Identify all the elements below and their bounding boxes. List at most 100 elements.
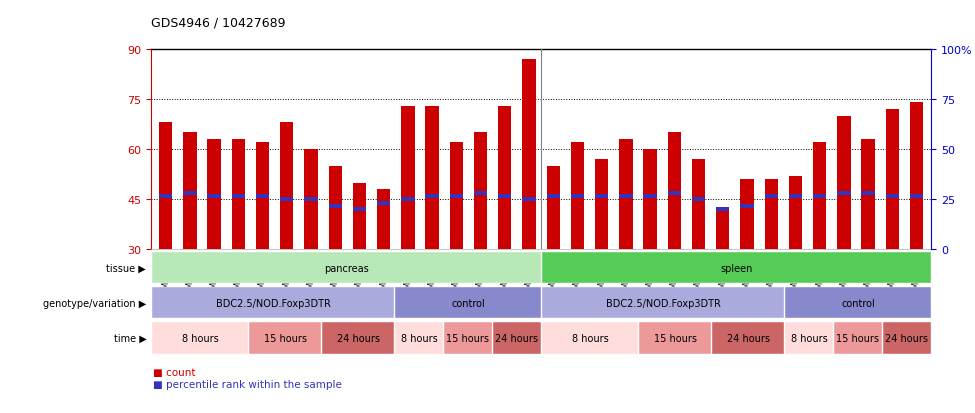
Text: 8 hours: 8 hours xyxy=(181,333,218,343)
Bar xyxy=(910,103,923,250)
Bar xyxy=(595,160,608,250)
Bar xyxy=(280,198,293,202)
Bar xyxy=(280,123,293,250)
Bar xyxy=(449,143,463,250)
Bar xyxy=(542,323,638,354)
Text: 24 hours: 24 hours xyxy=(726,333,770,343)
Bar xyxy=(183,133,197,250)
Bar xyxy=(883,323,930,354)
Bar xyxy=(570,143,584,250)
Text: pancreas: pancreas xyxy=(324,263,369,273)
Bar xyxy=(493,323,540,354)
Bar xyxy=(834,323,881,354)
Bar xyxy=(813,143,827,250)
Bar xyxy=(838,116,850,250)
Bar xyxy=(232,195,245,199)
Text: time ▶: time ▶ xyxy=(113,333,146,343)
Bar xyxy=(498,106,512,250)
Text: BDC2.5/NOD.Foxp3DTR: BDC2.5/NOD.Foxp3DTR xyxy=(215,298,331,308)
Text: control: control xyxy=(451,298,485,308)
Bar xyxy=(523,59,535,250)
Text: 24 hours: 24 hours xyxy=(885,333,928,343)
Bar xyxy=(764,180,778,250)
Bar xyxy=(862,140,875,250)
Bar xyxy=(838,191,850,195)
Bar xyxy=(786,323,833,354)
Bar xyxy=(786,287,930,319)
Bar xyxy=(255,143,269,250)
Bar xyxy=(619,140,633,250)
Bar xyxy=(402,198,414,202)
Bar xyxy=(885,110,899,250)
Bar xyxy=(152,252,540,284)
Bar xyxy=(152,287,394,319)
Bar xyxy=(523,198,535,202)
Bar xyxy=(542,287,784,319)
Bar xyxy=(377,201,390,205)
Text: 15 hours: 15 hours xyxy=(653,333,697,343)
Bar xyxy=(740,180,754,250)
Bar xyxy=(159,123,173,250)
Bar xyxy=(425,195,439,199)
Text: 15 hours: 15 hours xyxy=(263,333,307,343)
Bar xyxy=(474,191,488,195)
Bar xyxy=(789,195,802,199)
Bar xyxy=(449,195,463,199)
Bar xyxy=(232,140,245,250)
Bar xyxy=(668,191,681,195)
Bar xyxy=(353,208,366,212)
Bar xyxy=(570,195,584,199)
Bar xyxy=(183,191,197,195)
Bar xyxy=(717,210,729,250)
Bar xyxy=(910,195,923,199)
Text: 24 hours: 24 hours xyxy=(336,333,380,343)
Text: ■ percentile rank within the sample: ■ percentile rank within the sample xyxy=(153,379,342,389)
Bar xyxy=(304,150,318,250)
Bar xyxy=(644,195,657,199)
Bar xyxy=(692,160,705,250)
Text: 8 hours: 8 hours xyxy=(401,333,438,343)
Bar xyxy=(208,140,220,250)
Bar xyxy=(474,133,488,250)
Text: 15 hours: 15 hours xyxy=(447,333,489,343)
Text: 24 hours: 24 hours xyxy=(495,333,538,343)
Bar xyxy=(885,195,899,199)
Bar xyxy=(396,323,443,354)
Bar xyxy=(717,208,729,212)
Bar xyxy=(353,183,366,250)
Bar xyxy=(377,190,390,250)
Bar xyxy=(547,195,560,199)
Bar xyxy=(813,195,827,199)
Text: control: control xyxy=(841,298,875,308)
Bar xyxy=(712,323,784,354)
Bar xyxy=(595,195,608,199)
Text: 8 hours: 8 hours xyxy=(791,333,828,343)
Text: 15 hours: 15 hours xyxy=(837,333,879,343)
Bar xyxy=(329,204,342,209)
Bar xyxy=(304,198,318,202)
Text: BDC2.5/NOD.Foxp3DTR: BDC2.5/NOD.Foxp3DTR xyxy=(605,298,721,308)
Bar xyxy=(789,176,802,250)
Bar xyxy=(498,195,512,199)
Text: spleen: spleen xyxy=(720,263,753,273)
Bar xyxy=(322,323,394,354)
Bar xyxy=(152,323,248,354)
Text: ■ count: ■ count xyxy=(153,367,196,377)
Text: 8 hours: 8 hours xyxy=(571,333,608,343)
Text: GDS4946 / 10427689: GDS4946 / 10427689 xyxy=(151,17,286,29)
Bar xyxy=(396,287,540,319)
Text: genotype/variation ▶: genotype/variation ▶ xyxy=(43,298,146,308)
Bar xyxy=(250,323,322,354)
Bar xyxy=(619,195,633,199)
Bar xyxy=(640,323,711,354)
Bar xyxy=(862,191,875,195)
Bar xyxy=(764,195,778,199)
Bar xyxy=(692,198,705,202)
Bar xyxy=(547,166,560,250)
Bar xyxy=(425,106,439,250)
Bar xyxy=(740,204,754,209)
Bar xyxy=(402,106,414,250)
Bar xyxy=(445,323,492,354)
Bar xyxy=(668,133,681,250)
Bar xyxy=(329,166,342,250)
